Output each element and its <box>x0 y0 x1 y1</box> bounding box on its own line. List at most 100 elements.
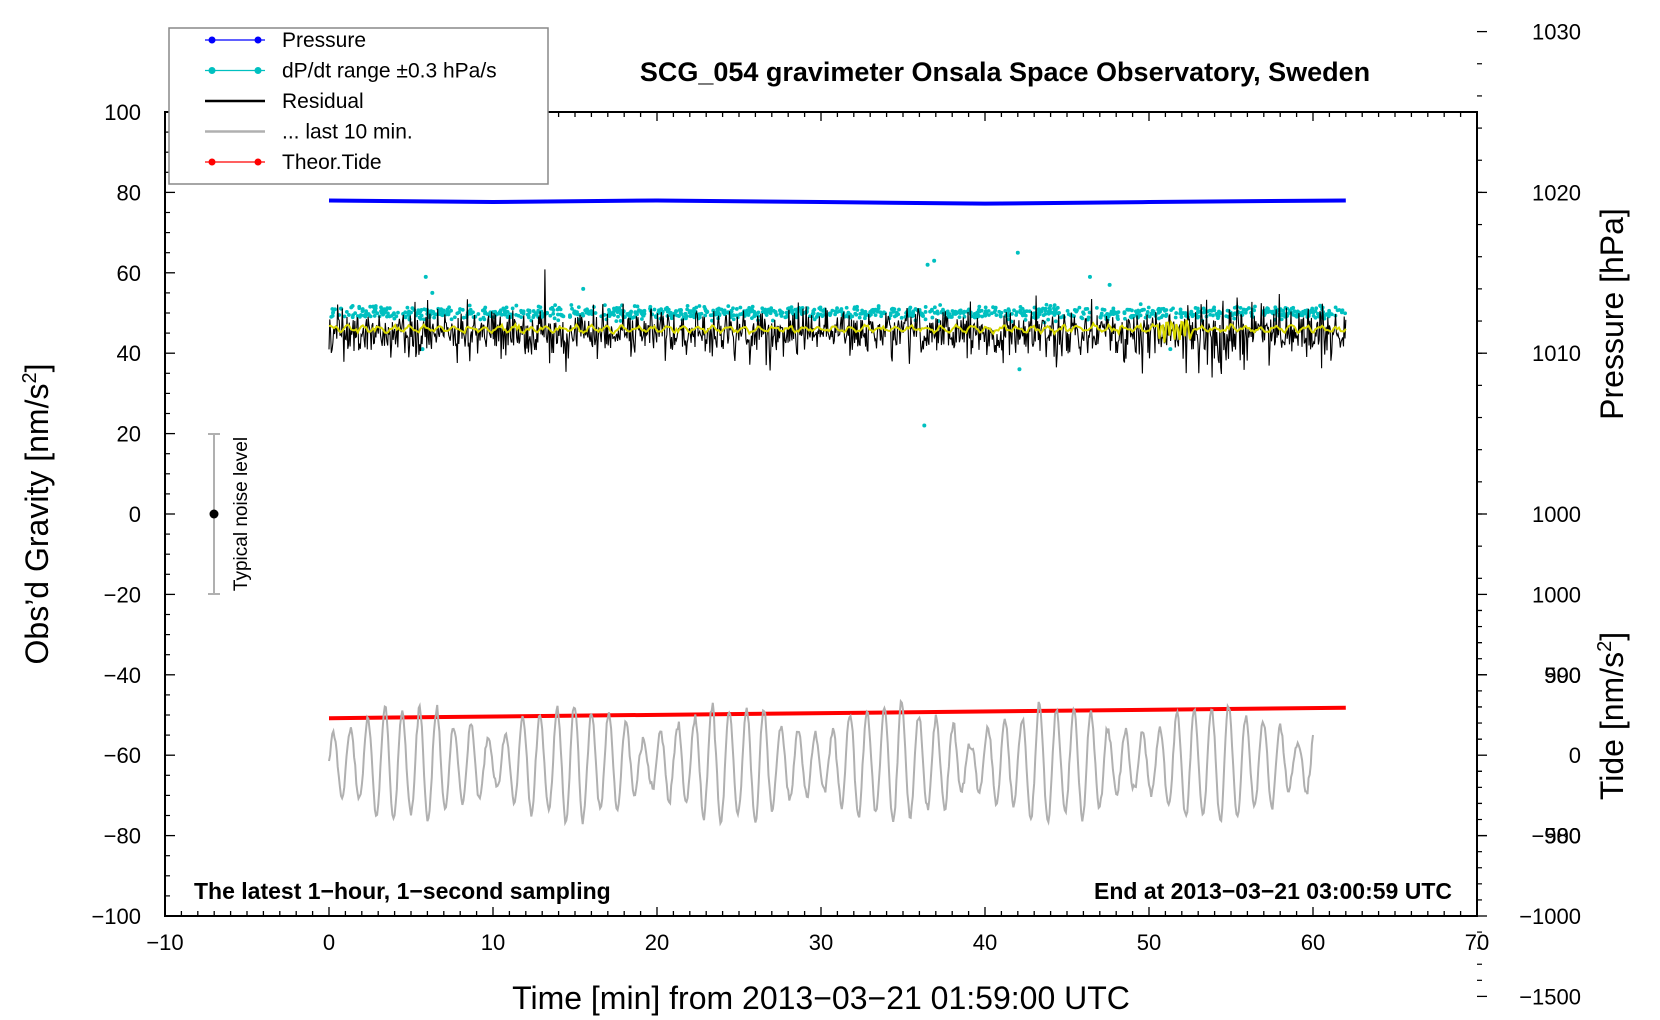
dpdt-point <box>593 311 598 315</box>
dpdt-point <box>422 307 427 312</box>
dpdt-point <box>1077 305 1082 310</box>
dpdt-point <box>350 315 355 320</box>
footer-left-label: The latest 1−hour, 1−second sampling <box>194 878 611 904</box>
dpdt-point <box>499 312 504 317</box>
dpdt-point <box>432 315 437 320</box>
dpdt-point <box>569 303 574 307</box>
dpdt-point <box>863 309 868 314</box>
dpdt-point <box>833 312 838 317</box>
dpdt-point <box>360 308 365 312</box>
y-tick-label-gravity: 20 <box>117 422 141 447</box>
y-axis-label-tide-end: ] <box>1594 632 1630 641</box>
y-tick-label-tide: −500 <box>1531 824 1581 849</box>
legend-marker <box>208 67 216 74</box>
dpdt-point <box>607 307 611 312</box>
dpdt-point <box>852 305 857 310</box>
dpdt-point <box>1010 312 1014 316</box>
dpdt-point <box>1244 307 1249 312</box>
y-tick-label-pressure: 1010 <box>1532 341 1581 366</box>
dpdt-point <box>391 312 396 317</box>
x-tick-label: 60 <box>1301 930 1325 955</box>
dpdt-point <box>760 309 765 314</box>
dpdt-point <box>1169 308 1174 313</box>
dpdt-point <box>1043 312 1048 316</box>
dpdt-point <box>702 304 707 309</box>
dpdt-point <box>558 307 563 312</box>
dpdt-point <box>1164 312 1169 317</box>
dpdt-point <box>879 314 884 319</box>
dpdt-point <box>1115 314 1120 318</box>
dpdt-point <box>633 310 638 315</box>
y-tick-label-tide: 0 <box>1569 743 1581 768</box>
dpdt-point <box>1094 305 1099 310</box>
x-tick-label: 70 <box>1465 930 1489 955</box>
dpdt-point <box>526 313 531 318</box>
dpdt-point <box>729 309 734 314</box>
dpdt-point <box>972 312 977 316</box>
dpdt-point <box>744 311 749 316</box>
series-layer <box>328 198 1348 827</box>
dpdt-point <box>983 309 988 313</box>
dpdt-point <box>527 308 532 313</box>
dpdt-point <box>1293 313 1298 318</box>
dpdt-point <box>504 305 509 310</box>
dpdt-point <box>333 307 337 312</box>
dpdt-point <box>679 307 683 312</box>
dpdt-point <box>1027 309 1032 314</box>
dpdt-point <box>923 305 928 309</box>
dpdt-point <box>373 306 378 311</box>
dpdt-point <box>1150 308 1155 313</box>
dpdt-point <box>552 316 557 321</box>
dpdt-point <box>932 305 937 310</box>
y-tick-label-gravity: −40 <box>104 663 141 688</box>
dpdt-point <box>1087 310 1092 315</box>
dpdt-point <box>1037 307 1042 312</box>
dpdt-point <box>688 314 693 319</box>
dpdt-point <box>467 303 472 308</box>
x-tick-label: 20 <box>645 930 669 955</box>
dpdt-point <box>394 314 399 319</box>
legend-box <box>168 27 549 185</box>
axes-layer: −10 0 10 20 30 40 50 60 70100806040200−20−40−60−… <box>91 20 1581 1010</box>
dpdt-point <box>1100 307 1105 312</box>
dpdt-point <box>1159 307 1164 311</box>
dpdt-point <box>422 317 426 322</box>
dpdt-point <box>1339 310 1344 315</box>
dpdt-point <box>1313 309 1318 313</box>
dpdt-point <box>1308 310 1313 315</box>
dpdt-point <box>860 308 864 313</box>
dpdt-point <box>812 317 817 322</box>
dpdt-point <box>699 311 704 316</box>
dpdt-point <box>1337 308 1342 312</box>
dpdt-point <box>551 311 556 316</box>
dpdt-point <box>731 313 736 318</box>
dpdt-points <box>329 250 1348 428</box>
dpdt-point <box>1281 313 1285 318</box>
dpdt-point <box>957 315 962 320</box>
dpdt-point <box>1043 306 1048 311</box>
dpdt-point <box>358 313 363 317</box>
dpdt-point <box>1178 310 1183 314</box>
dpdt-point <box>347 313 351 317</box>
dpdt-point <box>548 313 553 318</box>
dpdt-point <box>892 307 896 311</box>
dpdt-point <box>423 274 428 279</box>
dpdt-point <box>935 309 940 314</box>
dpdt-point <box>449 317 454 322</box>
dpdt-point <box>386 311 390 316</box>
dpdt-point <box>1318 303 1322 308</box>
dpdt-point <box>1079 315 1084 320</box>
dpdt-point <box>697 304 702 308</box>
dpdt-point <box>1126 307 1131 312</box>
dpdt-point <box>1130 308 1134 313</box>
dpdt-point <box>616 314 620 319</box>
dpdt-point <box>364 309 369 314</box>
dpdt-point <box>1295 309 1300 314</box>
dpdt-point <box>1325 313 1330 318</box>
chart-title: SCG_054 gravimeter Onsala Space Observat… <box>640 57 1370 87</box>
dpdt-point <box>835 306 839 310</box>
dpdt-point <box>387 306 392 311</box>
dpdt-point <box>1055 305 1060 310</box>
dpdt-point <box>1173 315 1178 320</box>
dpdt-point <box>773 310 778 314</box>
